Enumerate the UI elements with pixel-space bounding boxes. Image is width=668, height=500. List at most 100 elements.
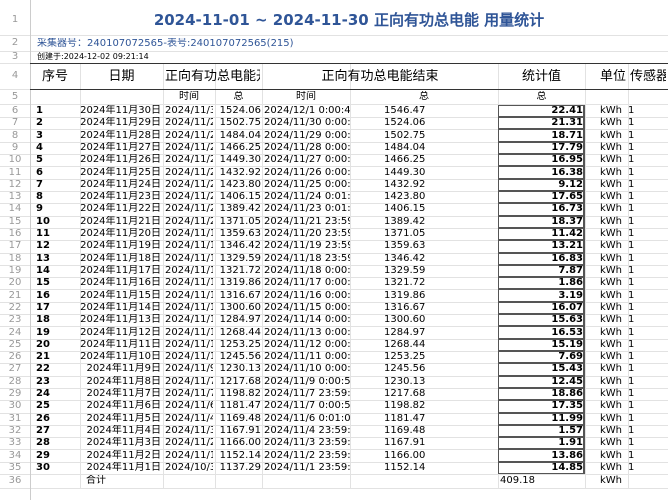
row-number: 34 — [8, 449, 22, 461]
cell: 2024/11/9 0:00:57 — [264, 375, 350, 387]
cell: 2024/11/3 23:59:28 — [264, 437, 350, 449]
cell: 1484.04 — [219, 129, 261, 141]
row-number: 16 — [8, 228, 22, 240]
cell: 13.21 — [551, 240, 583, 252]
value-box — [498, 437, 585, 450]
cell: 16.83 — [551, 252, 583, 264]
cell: 2024年11月3日 — [86, 437, 161, 449]
cell: 2024年11月7日 — [86, 388, 161, 400]
cell: kWh — [600, 252, 623, 264]
cell: 27 — [36, 425, 50, 436]
col-line — [262, 63, 263, 488]
column-header: 正向有功总电能开始 — [165, 69, 260, 84]
cell: 2024/11/2 — [165, 117, 213, 129]
cell: kWh — [600, 264, 623, 276]
cell: kWh — [600, 215, 623, 227]
cell: 13.86 — [551, 449, 583, 461]
cell: 20 — [36, 338, 50, 350]
value-box — [498, 314, 585, 327]
cell: 2024/11/1 — [165, 338, 213, 350]
row-line — [0, 387, 668, 389]
cell: 2024/11/23 0:01:07 — [264, 203, 350, 215]
value-box — [498, 215, 585, 228]
value-box — [498, 301, 585, 315]
cell: 2024/11/3 — [165, 104, 213, 116]
cell: 21 — [36, 351, 50, 363]
cell: 2024年11月29日 — [80, 117, 161, 129]
cell: kWh — [600, 412, 623, 424]
row-number: 15 — [8, 215, 22, 227]
row-line — [0, 215, 668, 217]
value-box — [498, 412, 585, 425]
cell: 15.43 — [551, 363, 583, 375]
row-number: 20 — [8, 277, 22, 289]
cell: 2024/11/2 — [165, 129, 213, 141]
value-box — [498, 351, 585, 364]
cell: kWh — [600, 375, 623, 387]
row-line — [0, 363, 668, 365]
cell: 2024/11/3 — [165, 425, 213, 436]
sub-header: 时间 — [179, 91, 199, 102]
cell: 2024/11/6 — [165, 400, 213, 412]
cell: 1 — [628, 400, 635, 412]
cell: 1484.04 — [384, 141, 426, 153]
cell: 1 — [628, 375, 635, 387]
cell: 1152.14 — [219, 449, 261, 461]
cell: 12 — [36, 240, 50, 252]
cell: 26 — [36, 412, 50, 424]
row-number: 1 — [11, 14, 19, 25]
cell: 7 — [36, 178, 43, 190]
col-line — [350, 63, 351, 488]
cell: 2024/11/10 0:00:51 — [264, 363, 350, 375]
row-number: 7 — [11, 117, 19, 129]
cell: 2024/11/7 0:00:57 — [264, 400, 350, 412]
value-box — [498, 363, 585, 376]
row-number: 3 — [11, 51, 19, 62]
row-number: 31 — [8, 412, 22, 424]
row-line — [0, 178, 668, 180]
cell: 2024年11月23日 — [80, 191, 161, 203]
cell: 1423.80 — [219, 178, 261, 190]
cell: 1300.60 — [384, 314, 426, 326]
row-line — [0, 375, 668, 377]
cell: kWh — [600, 104, 623, 116]
cell: 1389.42 — [219, 203, 261, 215]
cell: 2024/12/1 0:00:49 — [264, 104, 350, 116]
cell: 12.45 — [551, 375, 583, 387]
cell: 1 — [628, 166, 635, 178]
row-line — [0, 166, 668, 168]
cell: 2024/11/4 — [165, 412, 213, 424]
cell: kWh — [600, 437, 623, 449]
row-number: 26 — [8, 351, 22, 363]
cell: 1 — [628, 412, 635, 424]
row-line — [0, 289, 668, 291]
cell: 1 — [628, 289, 635, 301]
sub-header: 时间 — [296, 91, 316, 102]
cell: 1316.67 — [384, 301, 426, 313]
cell: 1319.86 — [219, 277, 261, 289]
cell: 10 — [36, 215, 50, 227]
row-line — [0, 129, 668, 131]
column-header: 统计值 — [521, 69, 561, 84]
cell: 2024/11/19 23:59:48 — [264, 240, 350, 252]
cell: kWh — [600, 154, 623, 166]
cell: 1359.63 — [384, 240, 426, 252]
row-number: 13 — [8, 191, 22, 203]
cell: 2024年11月10日 — [80, 351, 161, 363]
total-value: 409.18 — [500, 475, 535, 486]
cell: 1253.25 — [384, 351, 426, 363]
cell: 1502.75 — [384, 129, 426, 141]
cell: 2024/11/13 0:00:32 — [264, 326, 350, 338]
cell: 1319.86 — [384, 289, 426, 301]
cell: kWh — [600, 363, 623, 375]
value-box — [498, 154, 585, 167]
row-number: 25 — [8, 338, 22, 350]
value-box — [498, 326, 585, 339]
cell: 1449.30 — [219, 154, 261, 166]
row-line — [0, 474, 668, 476]
cell: 2024/11/1 — [165, 240, 213, 252]
cell: 16.07 — [551, 301, 583, 313]
cell: 1.86 — [558, 277, 583, 289]
cell: 1217.68 — [219, 375, 261, 387]
cell: 1502.75 — [219, 117, 261, 129]
